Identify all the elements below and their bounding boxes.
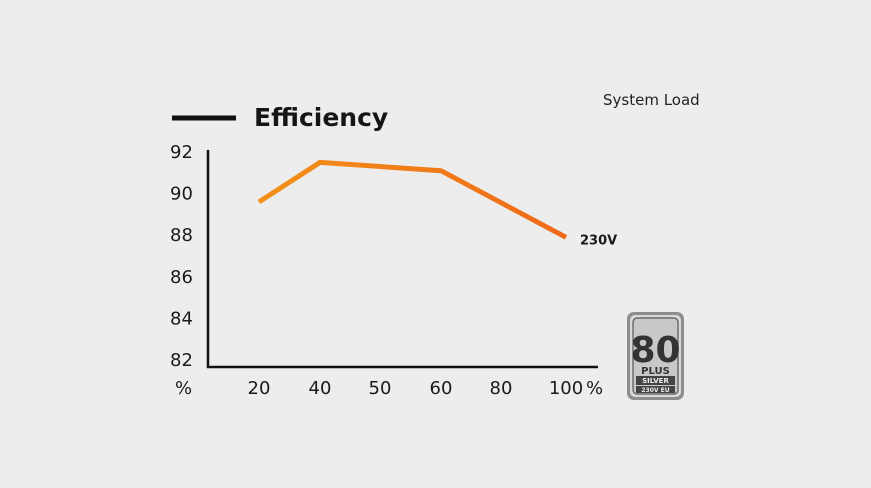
x-axis-label: System Load bbox=[603, 91, 700, 109]
x-tick-label: 40 bbox=[309, 378, 332, 399]
x-tick-label: 60 bbox=[430, 378, 453, 399]
badge-plus: PLUS bbox=[641, 366, 670, 377]
x-tick-label: 80 bbox=[490, 378, 513, 399]
chart-title: Efficiency bbox=[254, 103, 388, 132]
y-tick-label: 90 bbox=[170, 184, 193, 205]
y-unit-label: % bbox=[175, 378, 192, 399]
y-tick-label: 84 bbox=[170, 308, 193, 329]
80-plus-silver-badge: 80 PLUS SILVER 230V EU bbox=[627, 312, 684, 400]
badge-level: SILVER bbox=[642, 377, 669, 385]
x-tick-label: 100 bbox=[549, 378, 583, 399]
series-label: 230V bbox=[580, 233, 617, 248]
badge-number: 80 bbox=[630, 330, 680, 371]
x-tick-label: 20 bbox=[248, 378, 271, 399]
y-tick-label: 82 bbox=[170, 350, 193, 371]
x-tick-label: 50 bbox=[369, 378, 392, 399]
series-line-230V bbox=[257, 159, 568, 240]
y-tick-label: 92 bbox=[170, 142, 193, 163]
x-unit-label: % bbox=[586, 378, 603, 399]
badge-region: 230V EU bbox=[641, 387, 669, 394]
y-tick-label: 88 bbox=[170, 225, 193, 246]
y-tick-label: 86 bbox=[170, 267, 193, 288]
